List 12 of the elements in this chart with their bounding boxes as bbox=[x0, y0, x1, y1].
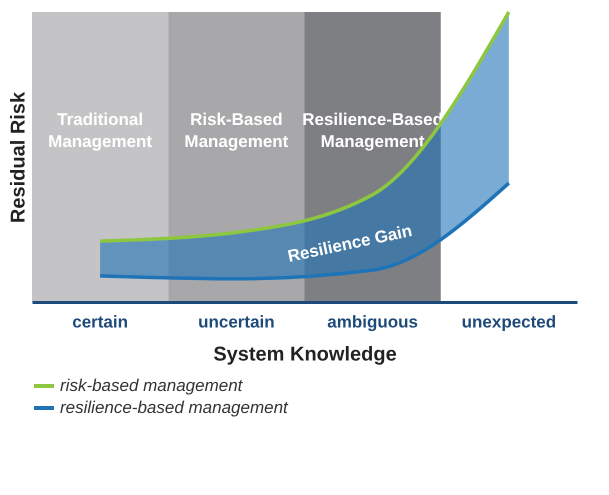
x-tick-label: unexpected bbox=[462, 312, 556, 332]
legend-label: risk-based management bbox=[60, 376, 244, 395]
x-tick-label: certain bbox=[72, 312, 128, 332]
legend-label: resilience-based management bbox=[60, 398, 290, 417]
band-label: Traditional Management bbox=[48, 110, 152, 151]
y-axis-title: Residual Risk bbox=[8, 91, 30, 224]
x-axis-title: System Knowledge bbox=[213, 344, 397, 366]
x-tick-label: uncertain bbox=[198, 312, 275, 332]
annotation: Resilience Gain bbox=[286, 221, 414, 266]
band-label: Resilience-Based Management bbox=[302, 110, 444, 151]
x-tick-label: ambiguous bbox=[327, 312, 418, 332]
band-label: Risk-Based Management bbox=[184, 110, 289, 151]
